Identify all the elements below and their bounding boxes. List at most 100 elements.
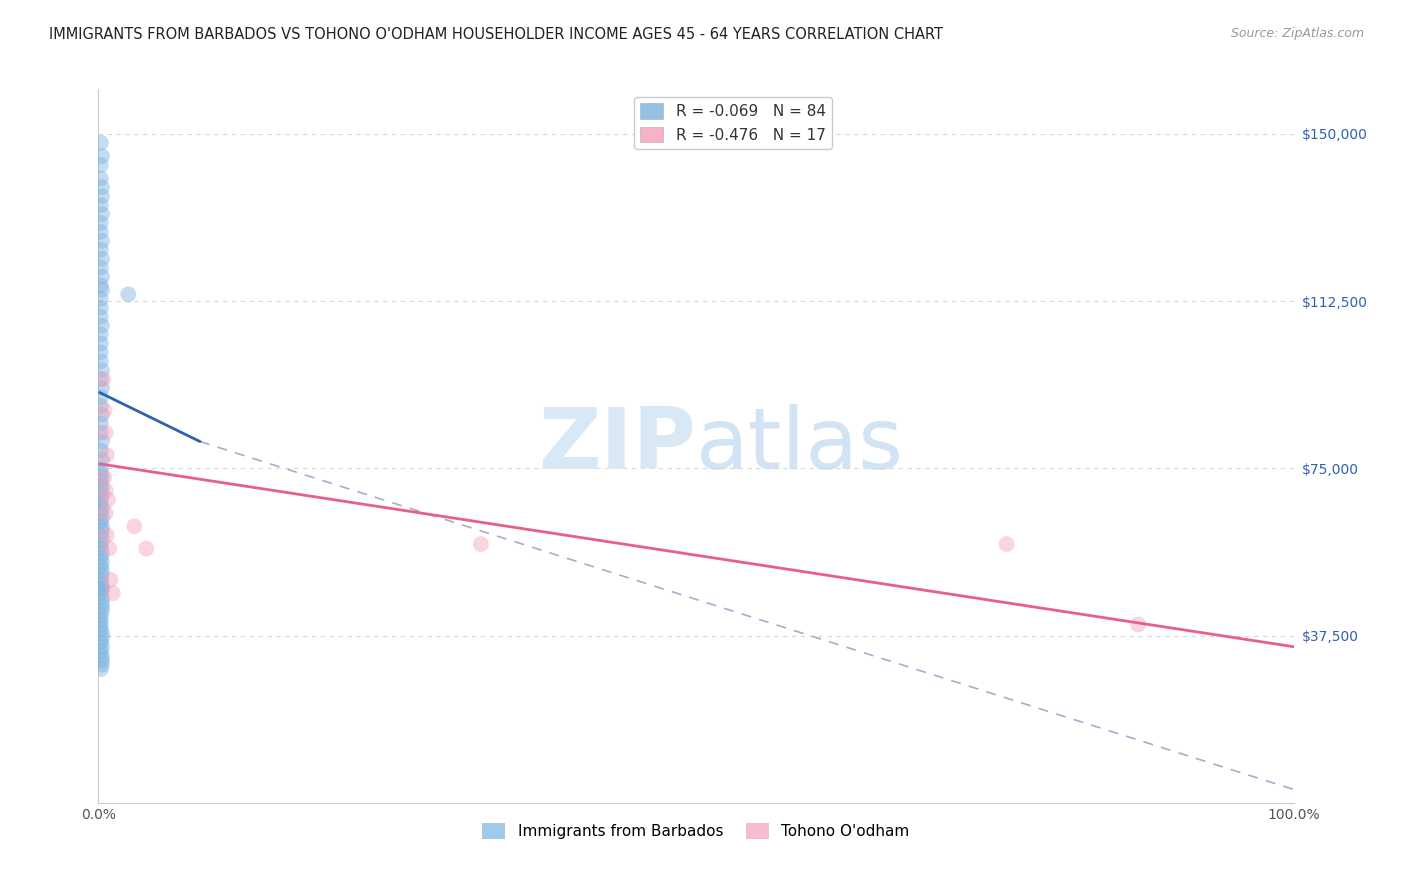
Point [90,443,112,458]
Point [91,519,114,533]
Point [91,653,114,667]
Legend: Immigrants from Barbados, Tohono O'odham: Immigrants from Barbados, Tohono O'odham [477,817,915,845]
Point [91,626,114,640]
Point [90,372,112,386]
Point [91,180,114,194]
Point [91,207,114,221]
Point [91,599,114,614]
Point [91,434,114,449]
Point [91,479,114,493]
Point [1128,617,1150,632]
Point [90,171,112,186]
Point [91,501,114,516]
Point [90,617,112,632]
Point [90,417,112,431]
Point [91,595,114,609]
Point [98,541,121,556]
Point [96,528,118,542]
Point [117,287,139,301]
Point [90,243,112,257]
Text: Source: ZipAtlas.com: Source: ZipAtlas.com [1230,27,1364,40]
Point [90,260,112,275]
Point [91,488,114,502]
Point [91,577,114,591]
Point [91,252,114,266]
Point [91,640,114,654]
Point [91,372,114,386]
Point [98,573,122,587]
Point [91,533,114,547]
Point [91,452,114,467]
Point [90,399,112,413]
Point [90,537,112,551]
Point [90,497,112,511]
Point [91,631,114,645]
Point [90,528,112,542]
Point [90,613,112,627]
Text: atlas: atlas [696,404,904,488]
Text: ZIP: ZIP [538,404,696,488]
Point [91,582,114,596]
Point [124,519,146,533]
Point [90,466,112,480]
Point [91,283,114,297]
Point [90,541,112,556]
Point [91,408,114,422]
Point [91,470,114,484]
Point [90,354,112,368]
Point [97,492,120,507]
Point [995,537,1018,551]
Point [90,622,112,636]
Point [90,635,112,649]
Point [91,582,114,596]
Point [90,483,112,498]
Point [94,483,117,498]
Point [90,506,112,520]
Point [90,216,112,230]
Point [91,604,114,618]
Point [90,278,112,293]
Point [90,461,112,475]
Point [90,198,112,212]
Point [90,390,112,404]
Point [90,608,112,623]
Point [90,336,112,351]
Point [90,225,112,239]
Point [90,301,112,315]
Point [94,506,117,520]
Point [470,537,492,551]
Point [90,310,112,324]
Point [90,573,112,587]
Point [91,591,114,605]
Point [91,546,114,560]
Point [90,662,112,676]
Point [101,586,124,600]
Point [90,492,112,507]
Point [91,363,114,377]
Point [90,158,112,172]
Point [90,292,112,306]
Point [90,475,112,489]
Point [91,318,114,333]
Point [90,644,112,658]
Point [90,345,112,359]
Point [91,564,114,578]
Point [90,136,112,150]
Point [91,189,114,203]
Point [90,550,112,565]
Point [90,425,112,440]
Point [91,510,114,524]
Point [91,149,114,163]
Point [90,515,112,529]
Point [91,524,114,538]
Point [90,327,112,342]
Point [93,470,115,484]
Point [91,269,114,284]
Point [91,381,114,395]
Point [91,555,114,569]
Point [94,425,117,440]
Point [91,648,114,663]
Point [135,541,157,556]
Text: IMMIGRANTS FROM BARBADOS VS TOHONO O'ODHAM HOUSEHOLDER INCOME AGES 45 - 64 YEARS: IMMIGRANTS FROM BARBADOS VS TOHONO O'ODH… [49,27,943,42]
Point [91,234,114,248]
